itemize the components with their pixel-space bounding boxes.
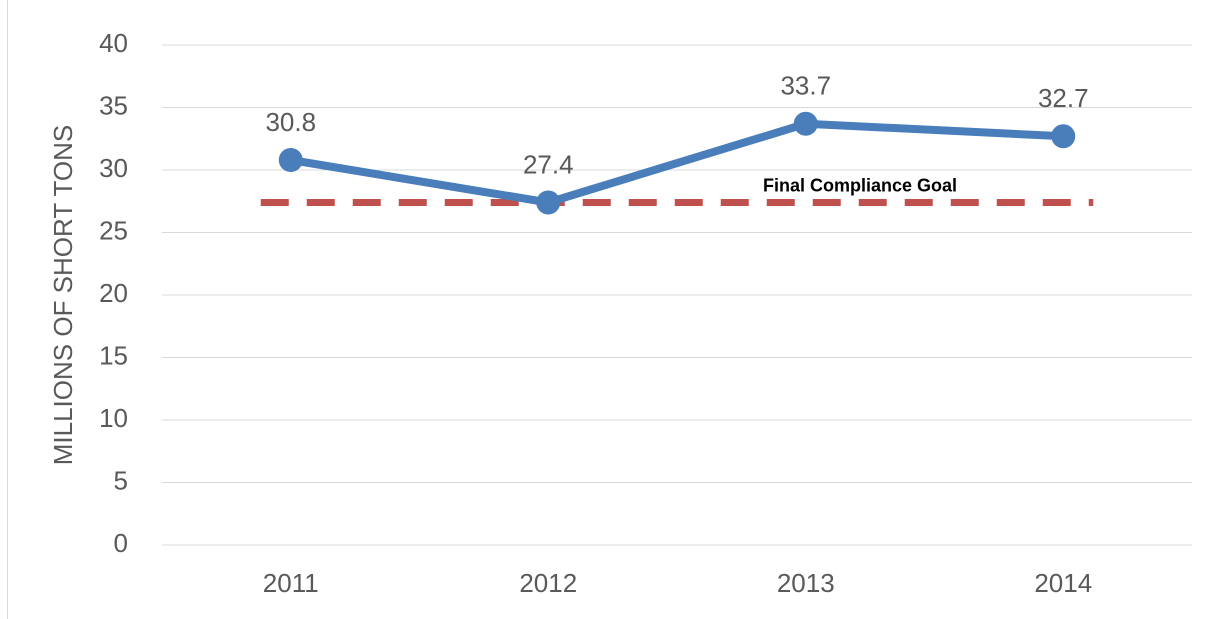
y-tick-label: 0	[114, 528, 128, 558]
y-tick-label: 35	[99, 90, 128, 120]
chart-frame	[7, 0, 1219, 619]
y-tick-label: 40	[99, 28, 128, 58]
data-label: 32.7	[1038, 83, 1089, 113]
x-tick-label: 2012	[519, 568, 577, 598]
y-axis-label: MILLIONS OF SHORT TONS	[48, 125, 78, 466]
y-tick-label: 15	[99, 340, 128, 370]
x-tick-label: 2014	[1034, 568, 1092, 598]
data-label: 33.7	[780, 71, 831, 101]
x-tick-label: 2011	[263, 568, 319, 598]
x-tick-label: 2013	[777, 568, 835, 598]
data-label: 30.8	[265, 107, 316, 137]
y-tick-label: 25	[99, 215, 128, 245]
data-point	[536, 190, 561, 215]
data-point	[793, 111, 818, 136]
y-tick-label: 5	[114, 465, 128, 495]
data-point	[278, 148, 303, 172]
data-point	[1051, 124, 1076, 149]
y-tick-label: 30	[99, 153, 128, 183]
goal-label: Final Compliance Goal	[763, 175, 957, 195]
data-label: 27.4	[523, 149, 574, 179]
series-line	[290, 119, 1064, 207]
y-tick-label: 20	[99, 278, 128, 308]
y-tick-label: 10	[99, 403, 128, 433]
